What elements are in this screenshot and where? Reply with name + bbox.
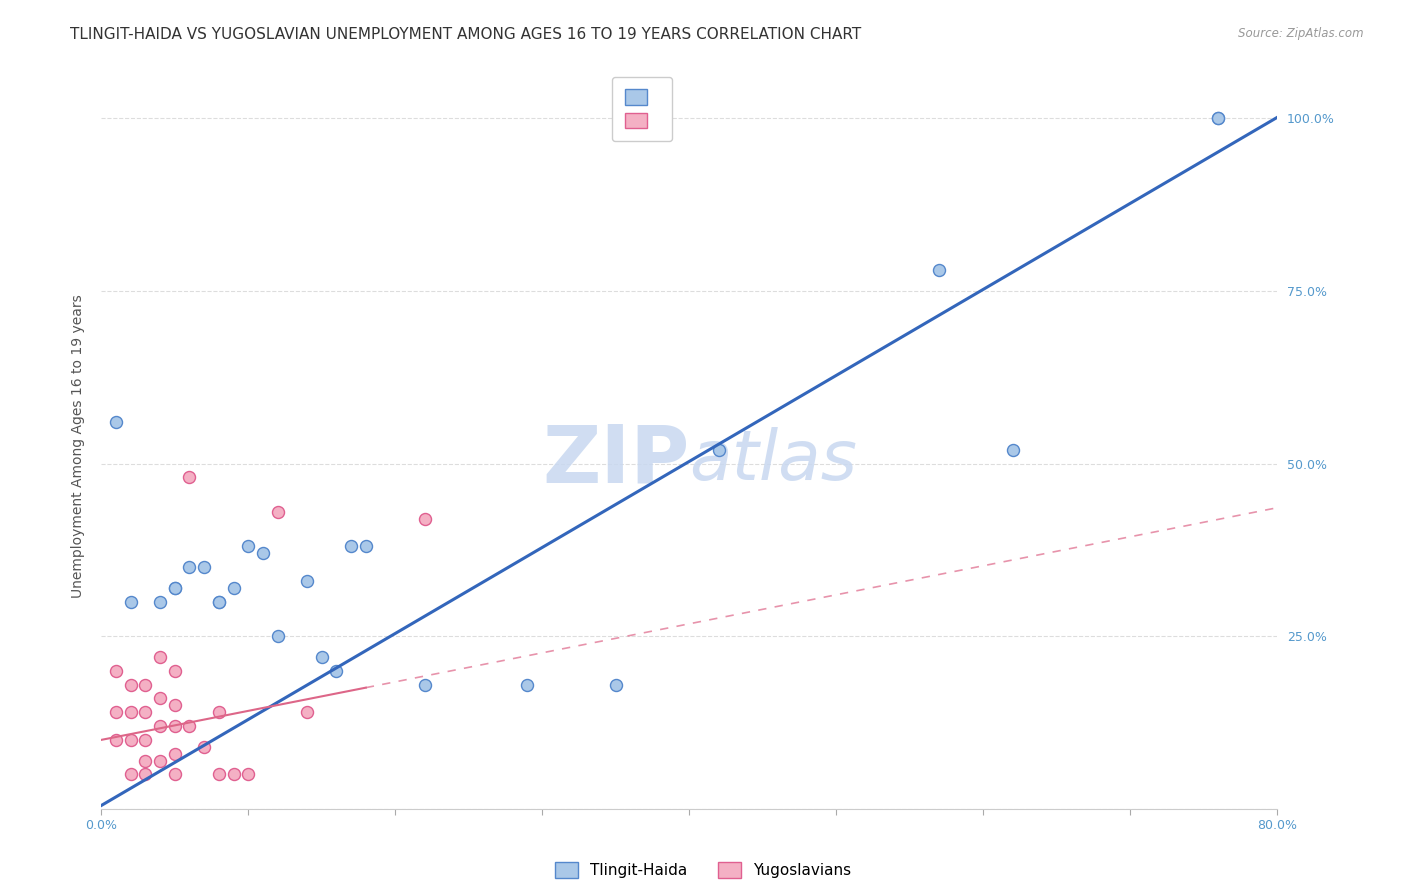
Point [163,719,186,733]
Point [120,767,142,781]
Point [266,505,288,519]
Point [149,650,172,665]
Point [179,470,201,484]
Point [252,546,274,560]
Point [104,705,127,719]
Point [1208,111,1230,125]
Point [238,540,260,554]
Legend: Tlingit-Haida, Yugoslavians: Tlingit-Haida, Yugoslavians [548,856,858,884]
Point [311,650,333,665]
Point [134,767,156,781]
Point [149,691,172,706]
Point [120,595,142,609]
Point [149,754,172,768]
Point [222,767,245,781]
Point [208,767,231,781]
Point [605,678,627,692]
Point [163,581,186,595]
Legend: , : , [613,77,672,141]
Text: Source: ZipAtlas.com: Source: ZipAtlas.com [1239,27,1364,40]
Point [120,732,142,747]
Point [516,678,538,692]
Point [295,574,318,588]
Point [340,540,363,554]
Point [707,442,730,457]
Point [134,705,156,719]
Point [134,732,156,747]
Point [149,595,172,609]
Point [193,739,215,754]
Point [149,719,172,733]
Point [413,678,436,692]
Point [120,705,142,719]
Point [295,705,318,719]
Y-axis label: Unemployment Among Ages 16 to 19 years: Unemployment Among Ages 16 to 19 years [72,294,86,599]
Point [1001,442,1024,457]
Text: TLINGIT-HAIDA VS YUGOSLAVIAN UNEMPLOYMENT AMONG AGES 16 TO 19 YEARS CORRELATION : TLINGIT-HAIDA VS YUGOSLAVIAN UNEMPLOYMEN… [70,27,862,42]
Point [208,705,231,719]
Point [325,664,347,678]
Point [120,678,142,692]
Point [238,767,260,781]
Point [179,719,201,733]
Point [222,581,245,595]
Point [163,664,186,678]
Point [193,560,215,574]
Text: ZIP: ZIP [541,422,689,500]
Point [163,581,186,595]
Point [179,560,201,574]
Point [104,415,127,429]
Point [134,678,156,692]
Text: atlas: atlas [689,427,858,494]
Point [928,263,950,277]
Point [208,595,231,609]
Point [1208,111,1230,125]
Point [104,664,127,678]
Point [163,747,186,761]
Point [266,629,288,643]
Point [163,767,186,781]
Point [134,754,156,768]
Point [104,732,127,747]
Point [208,595,231,609]
Point [354,540,377,554]
Point [413,512,436,526]
Point [163,698,186,713]
